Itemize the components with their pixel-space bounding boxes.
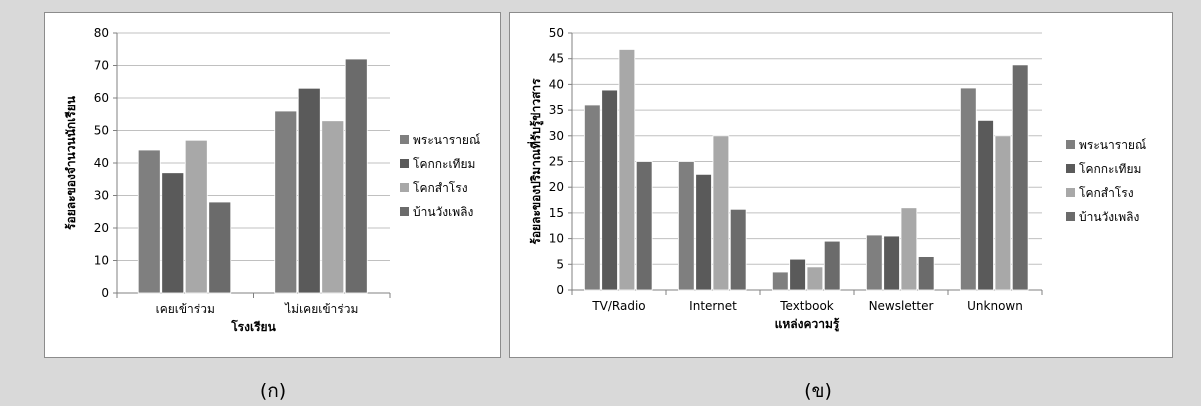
bar: [789, 258, 806, 291]
bar: [771, 271, 789, 291]
bar: [900, 207, 918, 291]
legend-swatch: [400, 159, 409, 168]
legend-swatch: [1066, 188, 1075, 197]
x-tick-label: Internet: [689, 299, 737, 313]
bar: [584, 104, 601, 291]
legend-swatch: [400, 135, 409, 144]
y-tick-label: 30: [94, 189, 109, 203]
bar-chart-b: 0 5 10 15 20 25 30 35 40 45 50 TV/Radio Internet Text…: [527, 26, 1146, 332]
legend-swatch: [1066, 164, 1075, 173]
x-tick-label: TV/Radio: [591, 299, 645, 313]
legend-swatch: [400, 183, 409, 192]
legend-entry: พระนารายณ์: [1079, 138, 1146, 152]
legend-entry: โคกกะเทียม: [413, 157, 475, 171]
bar: [823, 240, 841, 291]
x-tick-label: เคยเข้าร่วม: [156, 302, 215, 316]
y-tick-label: 35: [549, 103, 564, 117]
bar: [297, 87, 321, 294]
legend-swatch: [1066, 140, 1075, 149]
x-tick-label: ไม่เคยเข้าร่วม: [284, 302, 358, 316]
y-tick-label: 20: [94, 221, 109, 235]
bar: [883, 235, 900, 291]
legend-entry: โคกกะเทียม: [1079, 162, 1141, 176]
legend-entry: บ้านวังเพลิง: [413, 205, 473, 219]
chart-panel-b: 0 5 10 15 20 25 30 35 40 45 50 TV/Radio Internet Text…: [509, 12, 1173, 358]
legend-entry: บ้านวังเพลิง: [1079, 210, 1139, 224]
x-tick-label: Textbook: [779, 299, 834, 313]
bar: [806, 266, 824, 291]
bar: [712, 135, 730, 291]
caption-a: (ก): [259, 380, 287, 402]
y-tick-label: 45: [549, 52, 564, 66]
bar: [677, 161, 695, 291]
y-axis-label: ร้อยละของปริมาณที่รับรู้ข่าวสาร: [527, 78, 544, 245]
y-tick-label: 0: [556, 283, 564, 297]
bar: [208, 201, 232, 294]
bar: [601, 89, 618, 291]
bar: [729, 208, 747, 291]
y-tick-label: 40: [94, 156, 109, 170]
y-tick-label: 60: [94, 91, 109, 105]
bar: [635, 161, 653, 291]
legend-swatch: [400, 207, 409, 216]
y-tick-label: 50: [94, 124, 109, 138]
bar: [618, 49, 636, 291]
bar: [137, 149, 161, 294]
y-tick-label: 20: [549, 180, 564, 194]
y-tick-label: 40: [549, 77, 564, 91]
y-tick-label: 50: [549, 26, 564, 40]
bar: [274, 110, 298, 294]
x-axis-label: แหล่งความรู้: [775, 317, 840, 332]
bar: [865, 234, 883, 291]
bar: [994, 135, 1012, 291]
y-axis-label: ร้อยละของจำนวนนักเรียน: [64, 95, 78, 230]
y-tick-label: 0: [101, 286, 109, 300]
legend-entry: โคกสำโรง: [1079, 186, 1134, 200]
legend-entry: พระนารายณ์: [413, 133, 480, 147]
bar: [695, 173, 712, 291]
y-tick-label: 80: [94, 26, 109, 40]
legend-entry: โคกสำโรง: [413, 181, 468, 195]
y-tick-label: 15: [549, 206, 564, 220]
bar: [184, 139, 208, 294]
y-tick-label: 5: [556, 257, 564, 271]
bar-chart-a: 0 10 20 30 40 50 60 70 80 เคยเข้าร่วม ไม่เคยเข้าร่…: [64, 26, 480, 334]
x-tick-label: Newsletter: [869, 299, 934, 313]
bar: [917, 256, 935, 291]
caption-b: (ข): [804, 380, 832, 402]
bar: [344, 58, 368, 294]
bar: [161, 172, 185, 294]
x-tick-label: Unknown: [967, 299, 1023, 313]
y-tick-label: 70: [94, 59, 109, 73]
bar: [959, 87, 977, 291]
bar: [1011, 64, 1029, 291]
legend-swatch: [1066, 212, 1075, 221]
y-tick-label: 10: [549, 232, 564, 246]
y-tick-label: 10: [94, 254, 109, 268]
bar: [977, 119, 994, 291]
chart-panel-a: 0 10 20 30 40 50 60 70 80 เคยเข้าร่วม ไม่เคยเข้าร่…: [44, 12, 501, 358]
y-tick-label: 25: [549, 155, 564, 169]
y-tick-label: 30: [549, 129, 564, 143]
x-axis-label: โรงเรียน: [230, 319, 276, 334]
bar: [321, 120, 345, 294]
